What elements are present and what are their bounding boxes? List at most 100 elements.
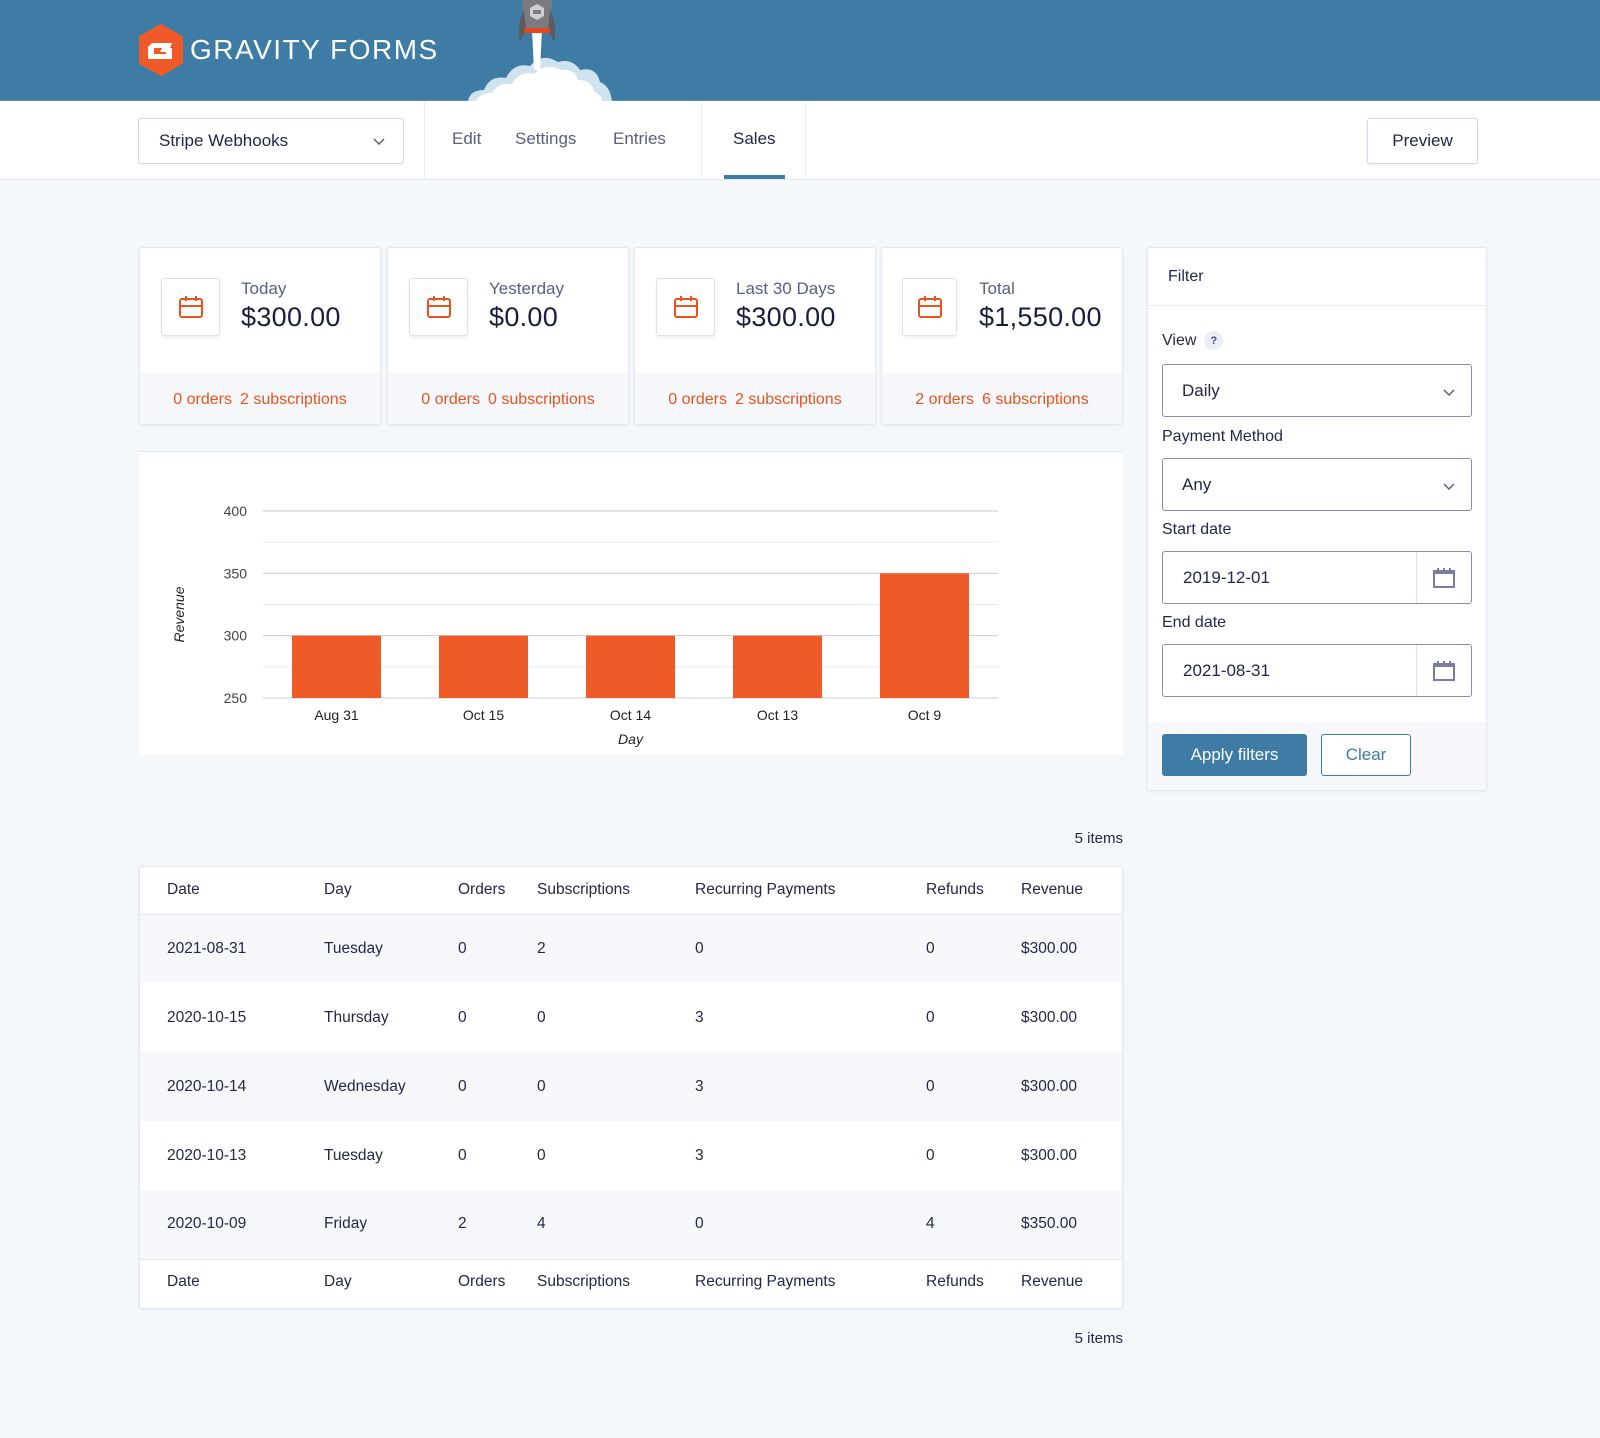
- stat-card-total: Total $1,550.00 2 orders 6 subscriptions: [881, 247, 1123, 425]
- subscriptions-link[interactable]: 0 subscriptions: [487, 390, 595, 408]
- orders-link[interactable]: 0 orders: [173, 390, 232, 408]
- bar[interactable]: [733, 635, 822, 698]
- table-row: 2020-10-14 Wednesday 0 0 3 0 $300.00: [140, 1052, 1122, 1121]
- cell-subscriptions: 2: [510, 914, 668, 983]
- subscriptions-link[interactable]: 2 subscriptions: [734, 390, 842, 408]
- active-tab-indicator: [724, 175, 785, 179]
- start-date-field[interactable]: 2019-12-01: [1162, 551, 1472, 604]
- column-footer: Day: [297, 1258, 431, 1305]
- brand-logo[interactable]: GRAVITY FORMS: [138, 24, 439, 76]
- nav-link-entries[interactable]: Entries: [613, 129, 666, 148]
- cell-subscriptions: 0: [510, 983, 668, 1052]
- x-tick-label: Aug 31: [314, 707, 359, 723]
- x-tick-label: Oct 14: [610, 707, 651, 723]
- view-label: View ?: [1162, 331, 1224, 350]
- revenue-chart: 250 300 350 400 Aug 31 Oct 15 Oct 14 Oct 13 Oct …: [139, 451, 1123, 755]
- y-tick-label: 350: [224, 565, 248, 581]
- nav-divider: [424, 101, 425, 180]
- end-date-label: End date: [1162, 614, 1227, 631]
- subscriptions-link[interactable]: 2 subscriptions: [239, 390, 347, 408]
- bar[interactable]: [880, 573, 969, 698]
- bar-chart: 250 300 350 400 Aug 31 Oct 15 Oct 14 Oct 13 Oct …: [171, 503, 998, 747]
- x-tick-label: Oct 15: [463, 707, 504, 723]
- cell-date: 2021-08-31: [140, 914, 297, 983]
- cell-orders: 0: [431, 1121, 510, 1190]
- orders-link[interactable]: 0 orders: [668, 390, 727, 408]
- cell-subscriptions: 0: [510, 1052, 668, 1121]
- cell-subscriptions: 0: [510, 1121, 668, 1190]
- nav-divider: [701, 101, 702, 180]
- form-selector-dropdown[interactable]: Stripe Webhooks: [138, 118, 404, 164]
- brand-name: GRAVITY FORMS: [190, 34, 439, 65]
- end-date-input[interactable]: 2021-08-31: [1183, 661, 1270, 680]
- calendar-icon-box: [656, 278, 715, 336]
- cell-orders: 0: [431, 983, 510, 1052]
- table-row: 2020-10-13 Tuesday 0 0 3 0 $300.00: [140, 1121, 1122, 1190]
- payment-method-value: Any: [1182, 474, 1212, 494]
- orders-link[interactable]: 0 orders: [421, 390, 480, 408]
- column-header: Date: [140, 867, 297, 915]
- stat-value: $1,550.00: [979, 302, 1102, 332]
- cell-date: 2020-10-09: [140, 1190, 297, 1259]
- nav-divider: [805, 101, 806, 180]
- cell-recurring-payments: 3: [668, 1121, 899, 1190]
- nav-link-sales[interactable]: Sales: [733, 129, 776, 148]
- table-row: 2020-10-15 Thursday 0 0 3 0 $300.00: [140, 983, 1122, 1052]
- filter-panel: Filter View ? Daily Payment Method Any S…: [1147, 247, 1487, 791]
- table-footer-row: Date Day Orders Subscriptions Recurring …: [140, 1258, 1122, 1305]
- column-header: Subscriptions: [510, 867, 668, 915]
- bar[interactable]: [439, 635, 528, 698]
- orders-link[interactable]: 2 orders: [915, 390, 974, 408]
- y-tick-label: 250: [224, 690, 248, 706]
- table-row: 2021-08-31 Tuesday 0 2 0 0 $300.00: [140, 914, 1122, 983]
- stat-value: $300.00: [736, 302, 836, 332]
- stat-card-yesterday: Yesterday $0.00 0 orders 0 subscriptions: [387, 247, 629, 425]
- column-footer: Date: [140, 1258, 297, 1305]
- view-select-value: Daily: [1182, 380, 1220, 400]
- column-header: Day: [297, 867, 431, 915]
- stat-label: Last 30 Days: [736, 279, 836, 298]
- calendar-icon-box: [161, 278, 220, 336]
- column-footer: Subscriptions: [510, 1258, 668, 1305]
- bar[interactable]: [292, 635, 381, 698]
- subscriptions-link[interactable]: 6 subscriptions: [981, 390, 1089, 408]
- nav-link-edit[interactable]: Edit: [452, 129, 482, 148]
- cell-refunds: 0: [899, 983, 994, 1052]
- stat-value: $0.00: [489, 302, 559, 332]
- end-date-field[interactable]: 2021-08-31: [1162, 644, 1472, 697]
- chevron-down-icon: [373, 138, 385, 146]
- start-date-picker-button[interactable]: [1416, 552, 1471, 603]
- calendar-icon: [1433, 567, 1455, 588]
- view-select[interactable]: Daily: [1162, 364, 1472, 417]
- apply-filters-button[interactable]: Apply filters: [1162, 734, 1307, 776]
- nav-link-settings[interactable]: Settings: [515, 129, 577, 148]
- cell-recurring-payments: 0: [668, 1190, 899, 1259]
- start-date-input[interactable]: 2019-12-01: [1183, 568, 1270, 587]
- cell-recurring-payments: 3: [668, 1052, 899, 1121]
- end-date-picker-button[interactable]: [1416, 645, 1471, 696]
- x-tick-label: Oct 9: [908, 707, 942, 723]
- calendar-icon-box: [902, 278, 957, 336]
- column-header: Recurring Payments: [668, 867, 899, 915]
- preview-button[interactable]: Preview: [1367, 118, 1478, 164]
- cell-orders: 0: [431, 914, 510, 983]
- calendar-icon-box: [409, 278, 468, 336]
- stat-card-today: Today $300.00 0 orders 2 subscriptions: [139, 247, 381, 425]
- gravity-forms-logo-icon: [139, 24, 183, 76]
- calendar-icon: [917, 296, 942, 318]
- help-icon[interactable]: ?: [1204, 331, 1224, 350]
- view-label-text: View: [1162, 331, 1197, 349]
- stat-label: Yesterday: [489, 279, 564, 298]
- sales-table: Date Day Orders Subscriptions Recurring …: [139, 866, 1123, 1309]
- stat-footer: 0 orders 2 subscriptions: [140, 373, 380, 424]
- cell-date: 2020-10-13: [140, 1121, 297, 1190]
- cell-revenue: $350.00: [994, 1190, 1122, 1259]
- x-axis-label: Day: [618, 731, 644, 747]
- payment-method-select[interactable]: Any: [1162, 458, 1472, 511]
- calendar-icon: [178, 296, 203, 318]
- calendar-icon: [1433, 660, 1455, 681]
- header-banner: GRAVITY FORMS: [0, 0, 1600, 101]
- clear-filters-button[interactable]: Clear: [1321, 734, 1411, 776]
- bar[interactable]: [586, 635, 675, 698]
- cell-refunds: 0: [899, 1121, 994, 1190]
